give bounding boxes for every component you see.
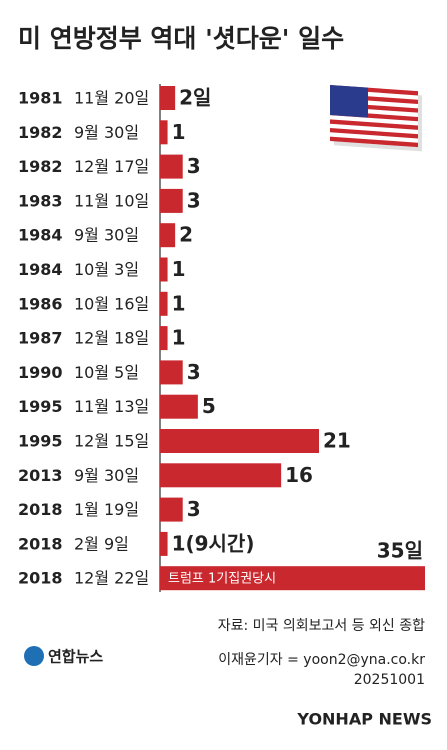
value-label: 3 — [187, 497, 201, 521]
year-label: 2018 — [18, 500, 63, 519]
bar — [160, 223, 176, 248]
bar — [160, 463, 282, 488]
bar — [160, 497, 183, 522]
bar — [160, 120, 168, 145]
value-label: 1 — [172, 120, 186, 144]
value-label: 21 — [323, 429, 351, 453]
value-label: 5 — [202, 394, 216, 418]
year-label: 2013 — [18, 466, 63, 485]
category-label: 9월 30일 — [74, 226, 139, 245]
value-label: 1 — [172, 257, 186, 281]
bar — [160, 360, 183, 385]
category-label: 12월 22일 — [74, 569, 149, 588]
year-label: 1984 — [18, 226, 63, 245]
bar — [160, 154, 183, 179]
category-label: 10월 5일 — [74, 363, 139, 382]
category-label: 1월 19일 — [74, 500, 139, 519]
watermark: YONHAP NEWS — [296, 710, 432, 729]
value-label: 2 — [179, 223, 193, 247]
bar — [160, 394, 198, 419]
source: 자료: 미국 의회보고서 등 외신 종합 — [218, 618, 425, 634]
bar — [160, 326, 168, 351]
year-label: 1986 — [18, 294, 63, 313]
year-label: 1981 — [18, 89, 63, 108]
value-label: 3 — [187, 360, 201, 384]
category-label: 11월 20일 — [74, 89, 149, 108]
year-label: 1987 — [18, 329, 63, 348]
year-label: 1990 — [18, 363, 63, 382]
year-label: 1982 — [18, 123, 63, 142]
value-label: 1 — [172, 326, 186, 350]
logo: 연합뉴스 — [24, 646, 103, 666]
us-flag — [330, 85, 422, 152]
bar — [160, 86, 176, 110]
value-label: 1(9시간) — [172, 531, 255, 555]
byline: 이재윤기자 = yoon2@yna.co.kr — [218, 652, 425, 668]
category-label: 10월 3일 — [74, 260, 139, 279]
value-label: 3 — [187, 188, 201, 212]
bar — [160, 429, 319, 453]
bar — [160, 257, 168, 282]
bar — [160, 291, 168, 316]
year-label: 1995 — [18, 397, 63, 416]
value-label: 2일 — [179, 86, 211, 110]
value-label: 3 — [187, 154, 201, 178]
chart-title: 미 연방정부 역대 '셧다운' 일수 — [18, 24, 344, 53]
category-label: 11월 10일 — [74, 191, 149, 210]
category-label: 11월 13일 — [74, 397, 149, 416]
bar — [160, 566, 425, 591]
category-label: 9월 30일 — [74, 466, 139, 485]
category-label: 12월 15일 — [74, 432, 149, 451]
bar — [160, 531, 168, 556]
category-label: 2월 9일 — [74, 534, 129, 553]
year-label: 1995 — [18, 432, 63, 451]
annotation: 트럼프 1기집권당시 — [168, 572, 276, 587]
category-label: 12월 17일 — [74, 157, 149, 176]
category-label: 10월 16일 — [74, 294, 149, 313]
value-label: 1 — [172, 291, 186, 315]
date-code: 20251001 — [354, 672, 425, 688]
value-label: 35일 — [377, 539, 423, 563]
year-label: 2018 — [18, 534, 63, 553]
year-label: 1984 — [18, 260, 63, 279]
value-label: 16 — [285, 463, 313, 487]
bar — [160, 188, 183, 213]
category-label: 9월 30일 — [74, 123, 139, 142]
category-label: 12월 18일 — [74, 329, 149, 348]
year-label: 2018 — [18, 569, 63, 588]
year-label: 1982 — [18, 157, 63, 176]
year-label: 1983 — [18, 191, 63, 210]
logo-text: 연합뉴스 — [48, 648, 103, 666]
